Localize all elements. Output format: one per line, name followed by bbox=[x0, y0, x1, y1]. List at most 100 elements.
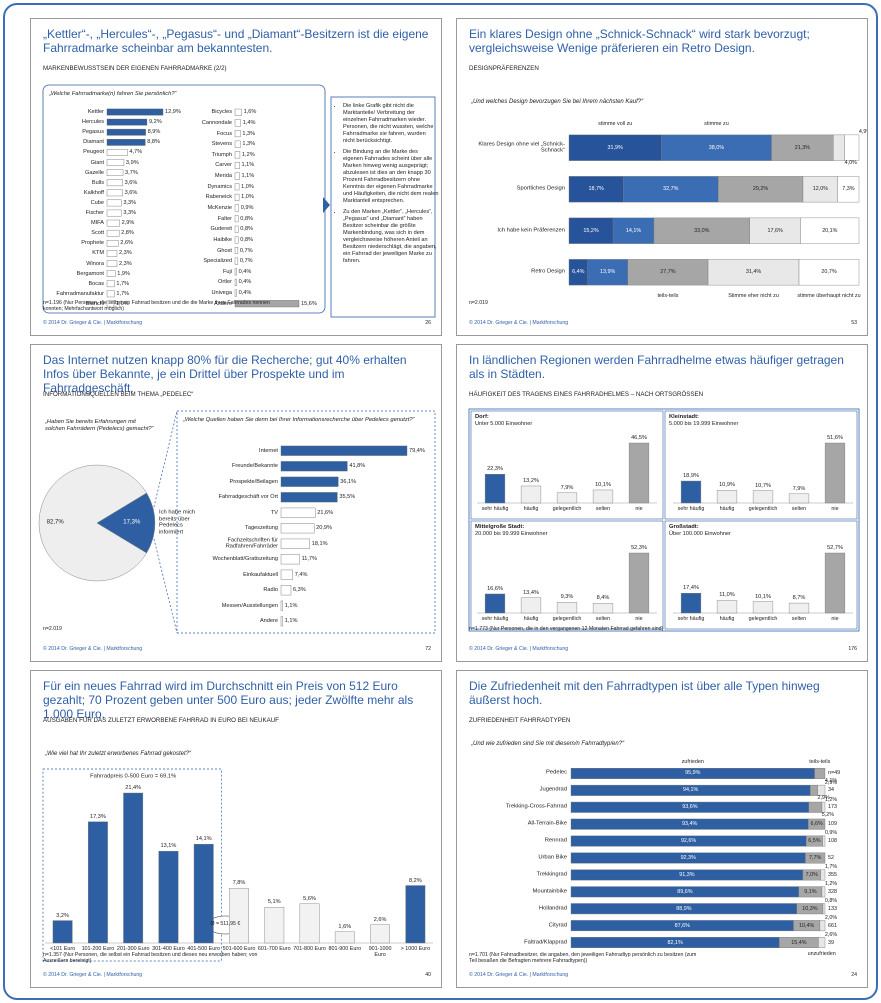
bar bbox=[106, 189, 123, 197]
value-label: 9,3% bbox=[560, 594, 574, 601]
question: „Haben Sie bereits Erfahrungen mit solch… bbox=[45, 419, 154, 432]
value-label: 8,4% bbox=[596, 595, 610, 602]
value-label: 8,2% bbox=[408, 877, 422, 884]
value-label: 13,9% bbox=[600, 269, 616, 276]
value-label: 15,4% bbox=[791, 939, 807, 946]
question: „Wie viel hat Ihr zuletzt erworbenes Fah… bbox=[45, 751, 192, 757]
value-label: 27,7% bbox=[660, 269, 676, 276]
bar-segment bbox=[821, 801, 826, 813]
value-label: 2,8% bbox=[121, 230, 134, 237]
panel bbox=[664, 520, 858, 630]
page-number: 176 bbox=[848, 646, 857, 653]
bar bbox=[106, 179, 123, 187]
category-label: Carver bbox=[215, 162, 232, 169]
bar bbox=[234, 257, 239, 265]
bar bbox=[106, 108, 164, 116]
category-label: Fachzeitschriften für Radfahren/Fahrräde… bbox=[225, 537, 278, 550]
value-label: 16,6% bbox=[487, 585, 503, 592]
bar bbox=[234, 193, 240, 201]
value-label: 0,4% bbox=[238, 268, 252, 275]
category-label: 501-600 Euro bbox=[222, 946, 256, 952]
category-label: Sportliches Design bbox=[516, 185, 565, 192]
category-label: Univega bbox=[211, 289, 232, 296]
value-label: 4,0% bbox=[844, 160, 857, 167]
note: Die linke Grafik gibt nicht die Marktant… bbox=[343, 103, 439, 145]
category-label: Haibike bbox=[213, 236, 232, 243]
bar bbox=[592, 489, 614, 504]
dashed-box bbox=[42, 768, 222, 962]
panel-subtitle: 5.000 bis 19.999 Einwohner bbox=[669, 421, 739, 427]
category-label: Einkaufaktuell bbox=[243, 571, 278, 578]
bar bbox=[158, 850, 179, 944]
value-label: 17,6% bbox=[767, 227, 783, 234]
bar bbox=[556, 492, 578, 504]
bar bbox=[280, 585, 292, 596]
sample-size: 355 bbox=[828, 871, 837, 878]
value-label: 0,8% bbox=[824, 897, 838, 904]
category-label: Rabeneick bbox=[205, 194, 232, 201]
category-label: Tageszeitung bbox=[245, 525, 278, 532]
value-label: 95,9% bbox=[685, 770, 701, 777]
value-label: 13,1% bbox=[160, 842, 177, 849]
bar bbox=[334, 931, 355, 944]
category-label: selten bbox=[791, 616, 807, 622]
value-label: 0,8% bbox=[240, 236, 254, 243]
value-label: 41,8% bbox=[349, 463, 366, 470]
value-label: 0,8% bbox=[240, 226, 254, 233]
category-label: Wochenblatt/Gratiszeitung bbox=[212, 556, 278, 563]
category-label: nie bbox=[635, 506, 643, 512]
bar bbox=[234, 172, 240, 180]
bar bbox=[106, 118, 148, 126]
page-number: 53 bbox=[851, 320, 857, 327]
bar bbox=[106, 229, 120, 237]
value-label: 7,9% bbox=[560, 484, 574, 491]
bar bbox=[106, 169, 124, 176]
panel-subtitle: Über 100.000 Einwohner bbox=[669, 531, 731, 537]
category-label: 601-700 Euro bbox=[257, 946, 291, 952]
value-label: 3,6% bbox=[124, 189, 138, 196]
category-label: Internet bbox=[259, 447, 278, 454]
bar bbox=[824, 442, 846, 504]
bar-segment bbox=[819, 920, 826, 932]
value-label: 1,0% bbox=[241, 183, 254, 190]
category-label: McKenzie bbox=[207, 204, 232, 211]
value-label: 33,0% bbox=[694, 227, 710, 234]
value-label: 91,3% bbox=[679, 871, 695, 878]
value-label: 3,3% bbox=[123, 209, 137, 216]
bar bbox=[280, 523, 315, 534]
slide-title: In ländlichen Regionen werden Fahrradhel… bbox=[469, 353, 844, 381]
bar-segment bbox=[718, 176, 804, 203]
value-label: 1,3% bbox=[242, 130, 256, 137]
value-label: 2,9% bbox=[824, 779, 838, 786]
value-label: 29,2% bbox=[752, 186, 769, 193]
category-label: Kettler bbox=[87, 108, 104, 115]
bar bbox=[106, 240, 119, 247]
sample-size: 34 bbox=[828, 787, 834, 794]
arrow bbox=[323, 197, 330, 213]
bar bbox=[106, 250, 118, 257]
connector bbox=[152, 410, 178, 512]
slide-subtitle: INFORMATIONSQUELLEN BEIM THEMA „PEDELEC“ bbox=[43, 391, 194, 398]
value-label: 4,1% bbox=[824, 778, 838, 785]
category-label: Andere bbox=[259, 618, 278, 625]
bar-segment bbox=[805, 852, 826, 864]
category-label: häufig bbox=[523, 616, 539, 622]
sample-size: 173 bbox=[828, 804, 837, 811]
slide: Für ein neues Fahrrad wird im Durchschni… bbox=[30, 670, 442, 988]
value-label: 1,7% bbox=[116, 290, 130, 297]
footer: © 2014 Dr. Grieger & Cie. | Marktforschu… bbox=[43, 972, 143, 979]
category-label: Klares Design ohne viel „Schnick-Schnack… bbox=[478, 141, 565, 154]
value-label: 8,9% bbox=[147, 129, 161, 136]
mean-label: Ø = 511,95 € bbox=[210, 921, 241, 928]
bar bbox=[405, 885, 426, 944]
category-label: Hercules bbox=[81, 118, 104, 125]
bar bbox=[123, 792, 144, 944]
bar-segment bbox=[568, 176, 624, 203]
value-label: 7,3% bbox=[842, 186, 855, 193]
value-label: 0,4% bbox=[238, 279, 252, 286]
value-label: 0,8% bbox=[240, 215, 254, 222]
notes-box bbox=[330, 96, 436, 318]
bar bbox=[234, 278, 237, 286]
value-label: 10,1% bbox=[755, 593, 771, 600]
